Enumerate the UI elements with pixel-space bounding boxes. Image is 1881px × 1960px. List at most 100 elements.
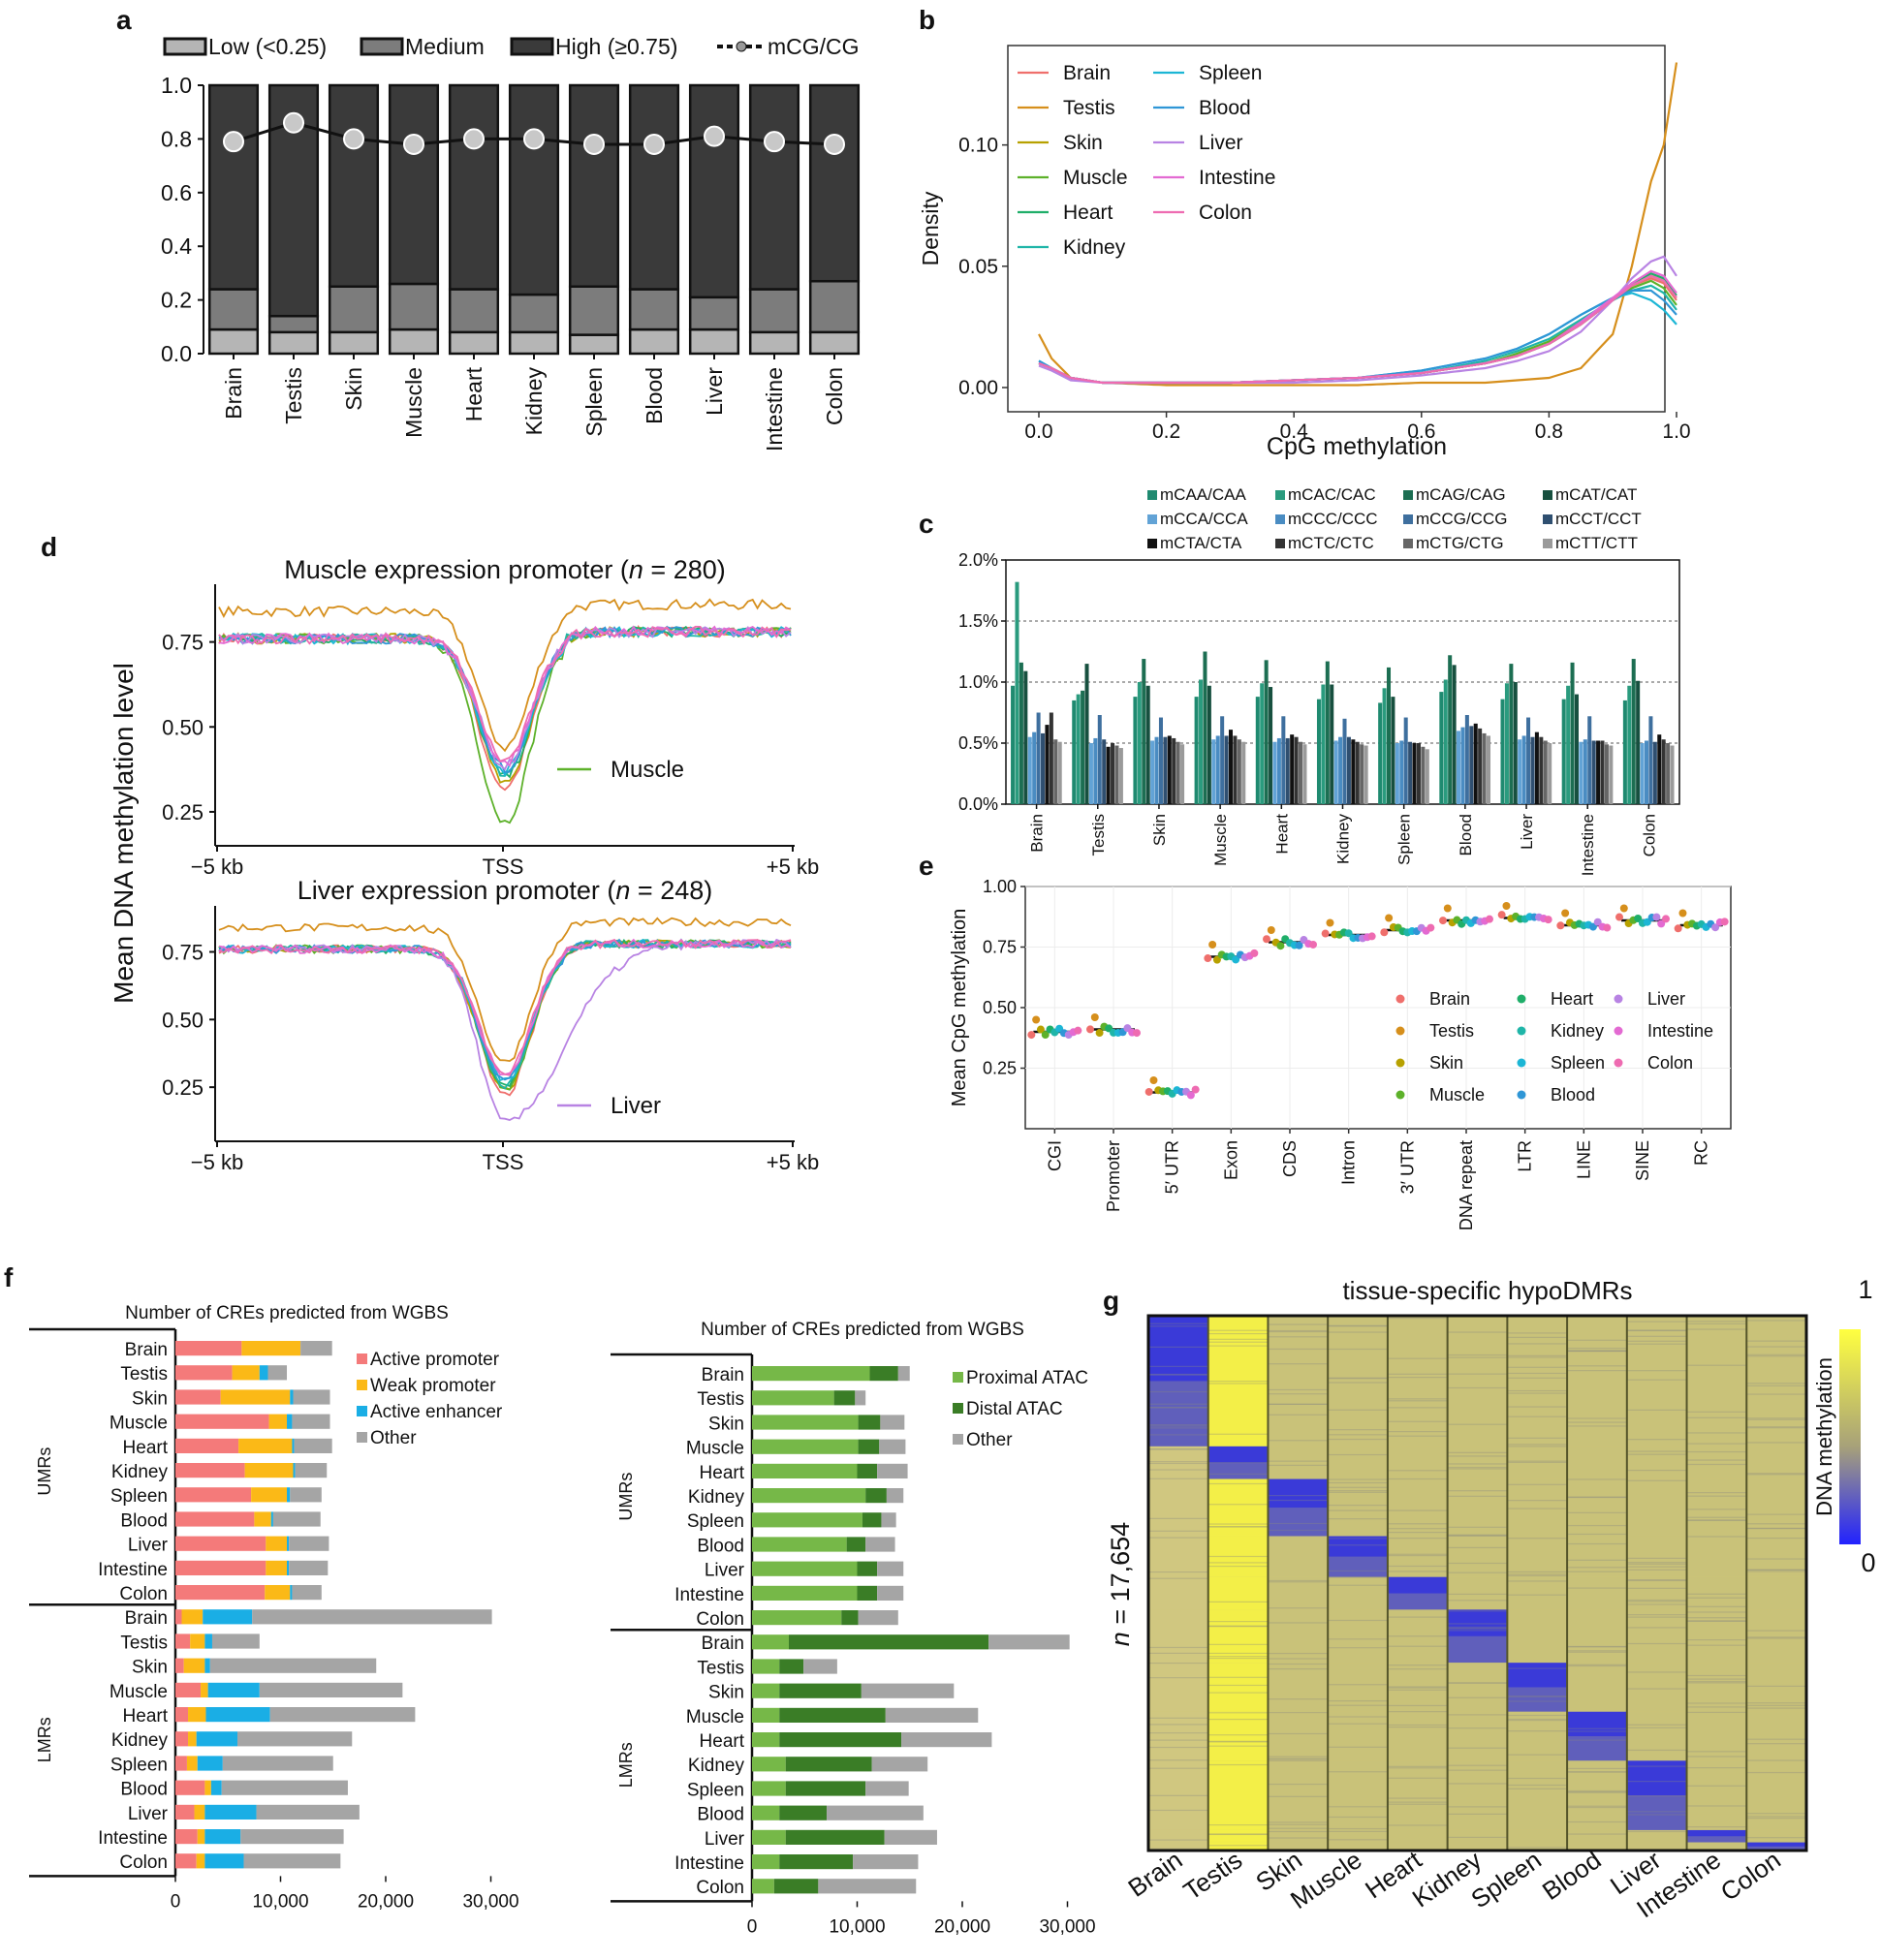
n-value: = 17,654 [1106,1522,1135,1632]
bar-lmr-colon-weak-promoter [196,1853,205,1869]
row-texture [1567,1571,1627,1572]
legend-label-high: High (≥0.75) [555,34,677,59]
row-texture [1328,1378,1388,1380]
legend-label-mcaa-caa: mCAA/CAA [1160,485,1246,504]
row-texture [1207,1652,1269,1655]
row-texture [1626,1814,1687,1816]
profile-line-heart [218,938,792,1087]
x-tick-label-blood: Blood [1457,814,1475,856]
row-texture [1746,1442,1806,1444]
block-fade [1447,1635,1508,1664]
bar-muscle-mcac-cac [1199,679,1204,804]
row-texture [1686,1706,1747,1708]
density-line-colon [1038,274,1677,385]
block-heart [1387,1663,1448,1712]
block-liver [1626,1663,1687,1712]
row-texture [1746,1513,1806,1515]
bar-liver-high-0-75 [688,83,740,299]
x-tick-label-cds: CDS [1280,1140,1300,1177]
point-3-utr-brain [1380,928,1389,937]
bar-kidney-medium [508,293,560,334]
legend-label-mccg-ccg: mCCG/CCG [1416,510,1507,528]
bar-lmr-kidney-other [237,1731,353,1747]
block-spleen [1507,1609,1568,1664]
row-texture [1626,1579,1687,1581]
mcg-point-blood [643,133,665,155]
bar-blood-mctt-ctt [1486,735,1490,804]
block-kidney [1447,1478,1508,1537]
block-brain [1148,1842,1208,1851]
bar-heart-mcat-cat [1269,687,1273,804]
row-texture [1507,1354,1568,1356]
bar-brain-mcag-cag [1019,662,1023,804]
x-tick-label-intron: Intron [1339,1140,1359,1185]
row-texture [1567,1767,1627,1769]
row-texture [1268,1529,1329,1532]
row-texture [1507,1377,1568,1379]
row-label-kidney: Kidney [688,1487,745,1508]
row-texture [1746,1418,1806,1420]
panel-c-non-cpg-methylation: mCAA/CAA mCAC/CAC mCAG/CAG mCAT/CAT mCCA/CCA… [958,485,1680,876]
row-texture [1148,1407,1208,1409]
block-muscle [1328,1842,1388,1851]
bar-lmr-colon-active-enhancer [204,1853,244,1869]
row-texture [1567,1351,1627,1353]
block-brain [1148,1536,1208,1577]
x-tick-label: 10,000 [829,1916,885,1937]
bar-muscle-mcca-cca [1211,739,1216,804]
row-label-muscle: Muscle [110,1682,168,1702]
bar-intestine-mctc-ctc [1600,740,1605,804]
bar-muscle-mccg-ccg [1220,716,1225,804]
point-cgi-colon [1074,1026,1082,1035]
profile-line-testis [218,917,792,1063]
x-tick-label-brain: Brain [1028,814,1047,853]
row-texture [1567,1791,1627,1793]
row-texture [1686,1644,1747,1646]
group-label-lmrs: LMRs [35,1717,54,1762]
x-tick-label-spleen: Spleen [1395,814,1414,865]
mcg-point-heart [463,128,485,150]
row-texture [1148,1365,1208,1367]
block-brain [1148,1609,1208,1664]
block-spleen [1507,1576,1568,1610]
bar-umr-testis-distal-atac [833,1390,856,1406]
block-colon [1746,1478,1806,1537]
bar-blood-mctc-ctc [1478,728,1483,804]
row-texture [1268,1363,1329,1365]
bar-spleen-mcat-cat [1391,697,1395,804]
legend-label-blood: Blood [1551,1085,1595,1104]
block-muscle [1328,1829,1388,1843]
y-tick-label: 0.75 [162,940,204,964]
row-texture [1207,1562,1269,1564]
x-tick-label: 0.2 [1152,420,1180,443]
row-label-liver: Liver [705,1829,745,1850]
block-skin [1268,1609,1329,1664]
row-texture [1207,1329,1269,1331]
bar-umr-colon-active-promoter [175,1585,266,1601]
x-tick-label: −5 kb [191,855,243,879]
row-texture [1268,1830,1329,1833]
bar-lmr-testis-other [803,1659,837,1674]
profile-line-muscle [218,939,792,1091]
row-texture [1447,1466,1508,1469]
point-promoter-brain [1086,1025,1094,1034]
bar-umr-liver-distal-atac [857,1561,878,1576]
y-tick-label: 1.0% [958,672,998,692]
row-texture [1626,1379,1687,1381]
bar-testis-mcca-cca [1088,743,1093,804]
y-tick-label: 0.50 [162,1008,204,1032]
block-blood [1567,1576,1627,1610]
row-texture [1507,1500,1568,1502]
row-texture [1567,1339,1627,1341]
block-brain [1148,1760,1208,1830]
bar-liver-mccc-ccc [1521,735,1526,804]
legend-label-colon: Colon [1647,1053,1693,1073]
legend-label-mcg: mCG/CG [768,34,860,59]
panel-letter-a: a [116,5,132,35]
row-texture [1686,1516,1747,1518]
row-texture [1207,1482,1269,1485]
row-texture [1268,1823,1329,1825]
bar-muscle-medium [388,282,440,331]
row-texture [1268,1758,1329,1760]
